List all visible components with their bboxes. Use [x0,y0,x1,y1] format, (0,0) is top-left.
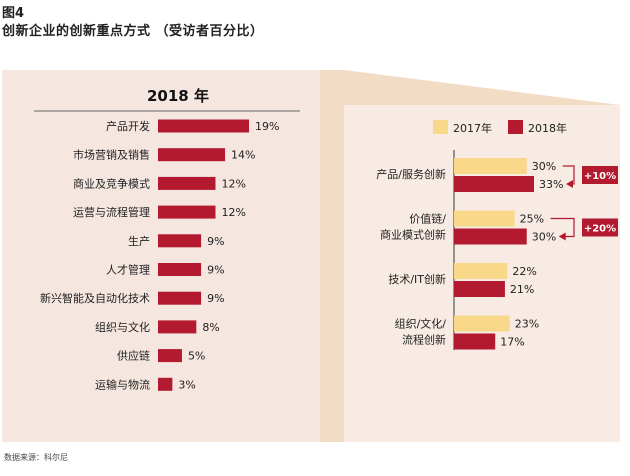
left-category-label: 产品开发 [106,119,150,133]
left-value-label: 12% [221,206,245,219]
left-bar [158,349,182,363]
left-category-label: 新兴智能及自动化技术 [40,291,150,305]
bar-2018 [454,281,505,297]
left-category-label: 运营与流程管理 [73,205,150,219]
left-chart-title: 2018 年 [147,87,209,105]
left-category-label: 市场营销及销售 [73,148,150,162]
left-bar [158,205,216,219]
right-value-label: 33% [539,178,563,191]
left-category-label: 商业及竞争模式 [73,176,150,190]
left-value-label: 9% [207,292,224,305]
left-bar [158,148,226,162]
bar-2018 [454,176,534,192]
left-value-label: 8% [202,321,219,334]
left-value-label: 5% [188,350,205,363]
right-category-label: 流程创新 [402,333,446,347]
chart-title: 创新企业的创新重点方式 （受访者百分比） [2,24,264,39]
left-category-label: 人才管理 [106,263,150,277]
left-value-label: 14% [231,149,255,162]
right-value-label: 17% [500,336,524,349]
left-value-label: 3% [178,378,195,391]
left-category-label: 生产 [128,234,150,248]
left-value-label: 12% [221,177,245,190]
left-bar [158,176,216,190]
figure-label: 图4 [2,6,25,21]
left-bar [158,377,173,391]
left-category-label: 运输与物流 [95,377,150,391]
right-value-label: 21% [510,283,534,296]
legend-swatch-2018 [508,120,523,134]
left-value-label: 9% [207,264,224,277]
left-bar [158,234,202,248]
left-value-label: 9% [207,235,224,248]
bar-2018 [454,333,496,350]
left-value-label: 19% [255,120,279,133]
legend-label-2018: 2018年 [528,121,567,135]
source-note: 数据来源：科尔尼 [4,453,68,462]
change-badge [582,166,618,184]
change-arrow-head [566,180,573,188]
right-value-label: 23% [515,318,539,331]
left-category-label: 供应链 [117,349,150,363]
right-value-label: 22% [512,265,536,278]
bar-2018 [454,228,527,245]
right-value-label: 25% [520,213,544,226]
right-value-label: 30% [532,231,556,244]
change-badge-label: +10% [584,171,616,182]
left-category-label: 组织与文化 [95,320,150,334]
bar-2017 [454,158,527,174]
left-bar [158,263,202,276]
right-category-label: 商业模式创新 [380,228,446,242]
bar-2017 [454,210,515,227]
right-value-label: 30% [532,160,556,173]
change-badge-label: +20% [584,224,616,235]
legend-swatch-2017 [433,120,448,134]
right-category-label: 技术/IT创新 [388,272,446,286]
change-badge [582,218,618,237]
right-category-label: 价值链/ [409,212,446,226]
change-arrow-line [550,217,575,238]
right-category-label: 产品/服务创新 [376,167,446,181]
left-bar [158,119,249,133]
bar-2017 [454,315,510,332]
bar-2017 [454,263,508,279]
left-bar [158,320,197,334]
left-bar [158,291,202,305]
legend-label-2017: 2017年 [453,121,492,135]
right-category-label: 组织/文化/ [395,317,447,331]
change-arrow-head [558,232,566,241]
